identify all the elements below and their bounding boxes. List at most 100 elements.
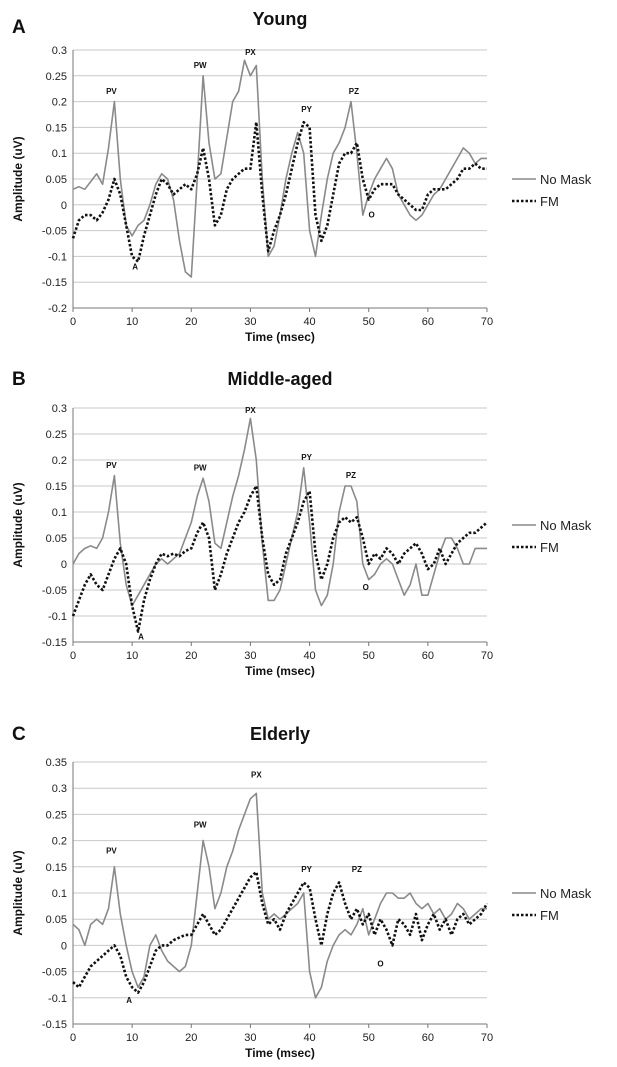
x-tick-label: 30 (244, 1032, 256, 1044)
y-tick-label: -0.05 (42, 967, 67, 979)
y-tick-label: 0 (61, 200, 67, 212)
peak-label: PV (106, 87, 117, 96)
legend-label: No Mask (540, 886, 592, 901)
x-tick-label: 40 (303, 316, 315, 328)
peak-label: PW (194, 821, 207, 830)
x-tick-label: 60 (422, 1032, 434, 1044)
y-tick-label: 0.1 (52, 888, 67, 900)
peak-label: PV (106, 847, 117, 856)
y-tick-label: -0.1 (48, 251, 67, 263)
legend-label: FM (540, 540, 559, 555)
y-axis-label: Amplitude (uV) (11, 850, 25, 935)
x-tick-label: 50 (363, 1032, 375, 1044)
panel-letter: B (12, 369, 26, 390)
legend-label: No Mask (540, 172, 592, 187)
y-tick-label: 0.3 (52, 403, 67, 415)
peak-label: PZ (352, 865, 362, 874)
y-tick-label: 0 (61, 940, 67, 952)
x-tick-label: 50 (363, 316, 375, 328)
x-tick-label: 20 (185, 316, 197, 328)
y-tick-label: 0.05 (46, 174, 67, 186)
y-tick-label: -0.05 (42, 585, 67, 597)
panel-letter: A (12, 17, 26, 38)
x-tick-label: 0 (70, 1032, 76, 1044)
peak-label: O (369, 211, 375, 220)
y-tick-label: 0.05 (46, 533, 67, 545)
y-tick-label: -0.2 (48, 303, 67, 315)
y-tick-label: -0.15 (42, 277, 67, 289)
series-line-fm (71, 120, 487, 263)
x-tick-label: 40 (303, 650, 315, 662)
peak-label: O (377, 959, 383, 968)
y-tick-label: 0.25 (46, 809, 67, 821)
peak-label: PW (194, 463, 207, 472)
x-tick-label: 0 (70, 650, 76, 662)
peak-label: PZ (346, 471, 356, 480)
peak-label: PY (301, 105, 312, 114)
x-tick-label: 10 (126, 316, 138, 328)
peak-label: PX (245, 406, 256, 415)
y-tick-label: 0.3 (52, 45, 67, 57)
y-tick-label: 0.2 (52, 97, 67, 109)
y-tick-label: 0.15 (46, 481, 67, 493)
peak-label: PW (194, 61, 207, 70)
legend-label: FM (540, 194, 559, 209)
y-tick-label: 0.25 (46, 429, 67, 441)
panel-letter: C (12, 724, 26, 745)
x-axis-label: Time (msec) (245, 1046, 315, 1060)
x-tick-label: 60 (422, 650, 434, 662)
series-line-no-mask (72, 59, 487, 278)
y-tick-label: 0.1 (52, 507, 67, 519)
panel-title: Elderly (250, 724, 310, 744)
y-axis-label: Amplitude (uV) (11, 482, 25, 567)
y-tick-label: 0.15 (46, 862, 67, 874)
series-line-no-mask (72, 417, 487, 607)
peak-label: PX (245, 48, 256, 57)
x-tick-label: 70 (481, 650, 493, 662)
peak-label: PY (301, 865, 312, 874)
peak-label: A (132, 262, 138, 271)
y-tick-label: -0.15 (42, 1019, 67, 1031)
x-axis-label: Time (msec) (245, 664, 315, 678)
x-tick-label: 20 (185, 650, 197, 662)
peak-label: PZ (349, 87, 359, 96)
y-tick-label: 0.35 (46, 757, 67, 769)
series-line-fm (72, 870, 489, 994)
peak-label: PX (251, 771, 262, 780)
x-tick-label: 20 (185, 1032, 197, 1044)
y-tick-label: 0.05 (46, 914, 67, 926)
y-tick-label: 0 (61, 559, 67, 571)
peak-label: A (126, 996, 132, 1005)
peak-label: A (138, 632, 144, 641)
y-tick-label: 0.1 (52, 148, 67, 160)
x-tick-label: 70 (481, 1032, 493, 1044)
peak-label: PY (301, 453, 312, 462)
y-tick-label: -0.05 (42, 226, 67, 238)
panel-title: Middle-aged (227, 369, 332, 389)
x-tick-label: 10 (126, 1032, 138, 1044)
y-tick-label: 0.25 (46, 71, 67, 83)
x-tick-label: 50 (363, 650, 375, 662)
y-axis-label: Amplitude (uV) (11, 136, 25, 221)
y-tick-label: -0.1 (48, 993, 67, 1005)
x-tick-label: 40 (303, 1032, 315, 1044)
peak-label: PV (106, 461, 117, 470)
x-tick-label: 70 (481, 316, 493, 328)
panel-title: Young (253, 9, 308, 29)
legend-label: No Mask (540, 518, 592, 533)
x-tick-label: 10 (126, 650, 138, 662)
x-axis-label: Time (msec) (245, 330, 315, 344)
y-tick-label: 0.3 (52, 783, 67, 795)
y-tick-label: 0.2 (52, 455, 67, 467)
y-tick-label: -0.15 (42, 637, 67, 649)
series-line-fm (71, 484, 488, 633)
y-tick-label: 0.15 (46, 122, 67, 134)
y-tick-label: 0.2 (52, 836, 67, 848)
series-line-no-mask (72, 792, 487, 999)
x-tick-label: 30 (244, 316, 256, 328)
peak-label: O (363, 583, 369, 592)
x-tick-label: 0 (70, 316, 76, 328)
y-tick-label: -0.1 (48, 611, 67, 623)
